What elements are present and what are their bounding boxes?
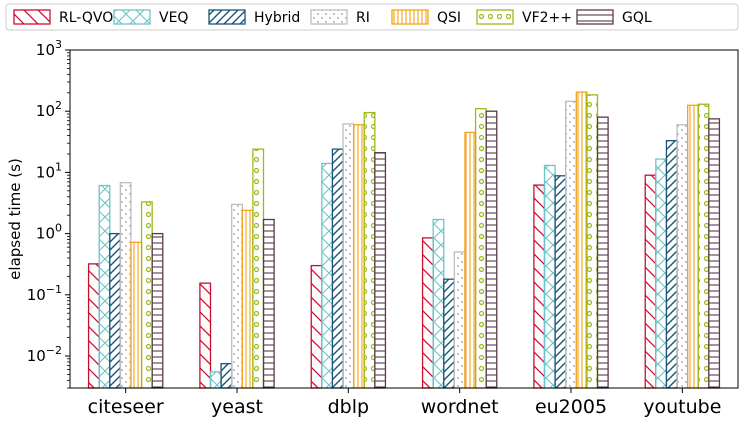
bar-gql-citeseer <box>151 232 164 389</box>
legend-label-hybrid: Hybrid <box>254 10 300 26</box>
bars <box>87 91 721 389</box>
legend-label-ri: RI <box>356 10 370 26</box>
x-tick-label-youtube: youtube <box>643 396 721 418</box>
bar-veq-yeast <box>209 371 222 389</box>
legend-swatch-gql <box>576 9 614 25</box>
legend-label-veq: VEQ <box>159 10 188 26</box>
x-tick-label-dblp: dblp <box>328 396 369 418</box>
bar-hybrid-citeseer <box>109 232 122 389</box>
y-axis-label: elapsed time (s) <box>6 158 24 280</box>
bar-hybrid-eu2005 <box>554 175 567 389</box>
bar-rl-qvo-citeseer <box>87 263 100 389</box>
y-tick-label: 10−1 <box>27 283 62 304</box>
bar-rl-qvo-eu2005 <box>533 184 546 389</box>
bar-vf2--eu2005 <box>586 94 599 389</box>
x-tick-label-wordnet: wordnet <box>421 396 499 418</box>
bar-veq-youtube <box>655 158 668 389</box>
y-tick-label: 101 <box>36 160 62 181</box>
bar-hybrid-wordnet <box>443 278 456 389</box>
bar-qsi-citeseer <box>130 241 143 389</box>
legend-swatch-rl-qvo <box>13 9 51 25</box>
bar-rl-qvo-dblp <box>310 264 323 389</box>
bar-veq-wordnet <box>432 218 445 389</box>
legend-swatch-vf2- <box>476 9 514 25</box>
x-tick-label-eu2005: eu2005 <box>535 396 607 418</box>
plot-area <box>69 49 739 389</box>
bar-hybrid-dblp <box>331 148 344 389</box>
bar-veq-dblp <box>321 162 334 389</box>
bar-gql-wordnet <box>485 110 498 389</box>
bar-ri-citeseer <box>119 182 132 389</box>
bar-ri-dblp <box>342 123 355 389</box>
bar-rl-qvo-yeast <box>199 282 212 389</box>
bar-ri-yeast <box>231 203 243 389</box>
bar-gql-eu2005 <box>596 116 609 389</box>
legend-swatch-veq <box>113 9 151 25</box>
legend-label-qsi: QSI <box>437 10 461 26</box>
bar-gql-yeast <box>262 218 275 389</box>
bar-qsi-dblp <box>352 124 365 389</box>
y-tick-label: 103 <box>36 38 62 59</box>
bar-vf2--youtube <box>697 103 710 389</box>
y-tick-label: 102 <box>36 99 62 120</box>
bar-veq-citeseer <box>98 184 111 389</box>
bar-hybrid-youtube <box>665 140 678 389</box>
legend-label-gql: GQL <box>622 10 652 26</box>
bar-ri-wordnet <box>453 251 466 389</box>
legend-label-vf2-: VF2++ <box>522 10 572 26</box>
x-axis: citeseer yeast dblp wordnet eu2005 youtube <box>88 388 721 418</box>
y-tick-label: 10−2 <box>27 344 62 365</box>
bar-rl-qvo-youtube <box>644 174 657 389</box>
bar-ri-eu2005 <box>565 100 577 389</box>
bar-ri-youtube <box>676 124 689 389</box>
legend: RL-QVO VEQ Hybrid RI QSI VF2++ GQL <box>5 3 739 31</box>
bar-vf2--yeast <box>252 148 265 389</box>
bar-rl-qvo-wordnet <box>421 237 434 389</box>
y-axis: 10−2 10−1 100 101 102 103 <box>27 38 70 389</box>
bar-vf2--citeseer <box>140 201 153 389</box>
legend-swatch-ri <box>310 9 348 25</box>
bar-vf2--dblp <box>363 111 376 389</box>
legend-swatch-hybrid <box>208 9 246 25</box>
bar-qsi-yeast <box>241 209 254 389</box>
x-tick-label-yeast: yeast <box>211 396 263 418</box>
bar-qsi-eu2005 <box>575 91 588 389</box>
legend-swatch-qsi <box>391 9 429 25</box>
bar-hybrid-yeast <box>220 362 233 389</box>
x-tick-label-citeseer: citeseer <box>88 396 164 418</box>
legend-box <box>5 3 739 31</box>
bar-vf2--wordnet <box>474 108 487 389</box>
legend-label-rl-qvo: RL-QVO <box>59 10 113 26</box>
bar-qsi-youtube <box>686 104 699 389</box>
bar-qsi-wordnet <box>464 131 477 389</box>
bar-gql-youtube <box>708 118 721 389</box>
y-tick-label: 100 <box>36 222 62 243</box>
bar-veq-eu2005 <box>543 164 556 389</box>
bar-gql-dblp <box>374 152 387 389</box>
